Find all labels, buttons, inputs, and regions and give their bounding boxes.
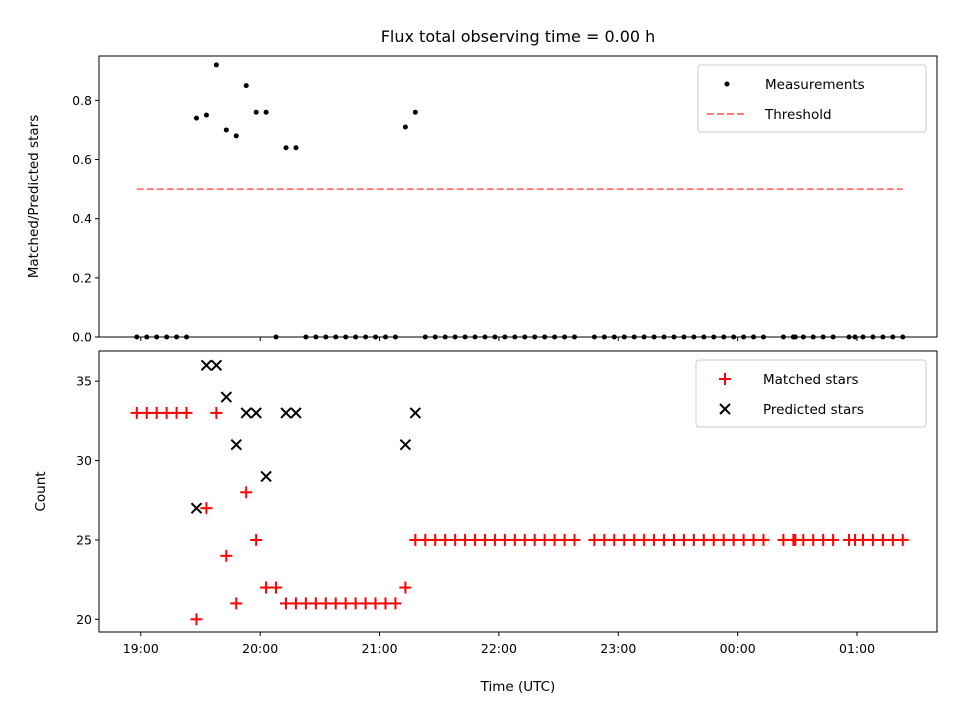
predicted-star-point	[240, 407, 252, 419]
predicted-star-point	[230, 438, 242, 451]
legend-threshold-label: Threshold	[764, 107, 832, 123]
x-tick-label: 19:00	[123, 641, 159, 656]
predicted-star-point	[399, 438, 412, 451]
predicted-star-b	[230, 438, 242, 451]
x-tick-label: 20:00	[242, 641, 278, 656]
legend-counts: Matched stars Predicted stars	[695, 359, 927, 428]
panel-counts-frame	[98, 350, 938, 633]
predicted-star-b	[280, 407, 292, 419]
matched-star-point	[399, 581, 412, 594]
matched-star-point	[190, 613, 203, 626]
predicted-star-b	[240, 407, 252, 419]
predicted-star-b	[190, 502, 203, 514]
measurement-point	[402, 124, 408, 130]
x-axis-label: Time (UTC)	[480, 679, 556, 695]
y-tick-label-counts: 30	[76, 453, 92, 468]
matched-star-point	[210, 406, 223, 419]
predicted-star-point	[260, 470, 272, 483]
matched-star-point	[240, 486, 253, 499]
matched-star-point	[389, 597, 402, 610]
predicted-star-point	[210, 359, 223, 371]
predicted-star-b	[250, 407, 262, 419]
matched-star-point	[568, 533, 581, 546]
x-tick-label: 00:00	[720, 641, 756, 656]
matched-star-point	[896, 533, 909, 546]
measurement-point	[193, 115, 199, 121]
legend-predicted-label: Predicted stars	[763, 402, 864, 418]
matched-star-point	[827, 533, 840, 546]
y-tick-label-ratio: 0.6	[72, 152, 92, 167]
measurement-point	[203, 112, 209, 118]
x-ticks-ratio	[140, 337, 858, 341]
predicted-star-point	[220, 391, 233, 403]
measurement-point	[243, 83, 249, 89]
legend-predicted-marker	[719, 403, 731, 415]
panel-ratio: 0.00.20.40.60.8 Matched/Predicted stars …	[26, 55, 938, 345]
y-axis-label-ratio: Matched/Predicted stars	[26, 115, 42, 278]
y-axis-counts: 20 25 30 35	[76, 374, 99, 627]
x-tick-label: 01:00	[839, 641, 875, 656]
panel-counts: 20 25 30 35 19:00 20:00 21:00 22:00 23:00 00:00 0…	[33, 350, 938, 695]
x-tick-label: 22:00	[481, 641, 517, 656]
x-tick-label: 23:00	[600, 641, 636, 656]
matched-star-point	[270, 581, 283, 594]
predicted-star-b	[260, 470, 272, 483]
predicted-star-point	[190, 502, 203, 514]
legend-ratio: Measurements Threshold	[697, 64, 927, 133]
legend-matched-marker	[719, 373, 731, 385]
y-axis-label-counts: Count	[33, 471, 49, 511]
y-tick-label-ratio: 0.2	[72, 270, 92, 285]
predicted-stars-layer	[190, 359, 422, 514]
predicted-star-b	[220, 391, 233, 403]
measurement-point	[263, 109, 269, 115]
x-tick-label: 21:00	[362, 641, 398, 656]
predicted-star-b	[210, 359, 223, 371]
y-tick-label-counts: 25	[76, 532, 92, 547]
panel-ratio-frame	[98, 55, 938, 338]
measurement-point	[233, 133, 239, 139]
predicted-star-point	[409, 407, 422, 419]
matched-stars-layer	[130, 406, 909, 626]
legend-measurements-marker	[724, 81, 730, 87]
measurement-point	[213, 62, 219, 68]
legend-matched-label: Matched stars	[763, 372, 859, 388]
legend-counts-box	[695, 359, 927, 428]
y-axis-ratio: 0.0 0.2 0.4 0.6 0.8	[72, 93, 99, 345]
predicted-star-point	[290, 407, 302, 419]
x-axis-time: 19:00 20:00 21:00 22:00 23:00 00:00 01:00	[123, 632, 875, 656]
y-tick-label-ratio: 0.4	[72, 211, 92, 226]
predicted-star-b	[200, 359, 213, 371]
measurement-point	[412, 109, 418, 115]
chart-title: Flux total observing time = 0.00 h	[381, 27, 656, 46]
predicted-star-point	[200, 359, 213, 371]
matched-star-point	[250, 533, 263, 546]
legend-ratio-box	[697, 64, 927, 133]
measurement-point	[283, 145, 289, 151]
matched-star-point	[230, 597, 243, 610]
matched-star-point	[757, 533, 770, 546]
measurement-point	[223, 127, 229, 133]
predicted-star-point	[250, 407, 262, 419]
predicted-star-b	[290, 407, 302, 419]
matched-star-point	[220, 549, 233, 562]
matched-star-point	[180, 406, 193, 419]
y-tick-label-ratio: 0.0	[72, 330, 92, 345]
y-tick-label-counts: 20	[76, 612, 92, 627]
predicted-star-b	[409, 407, 422, 419]
predicted-star-b	[399, 438, 412, 451]
measurement-point	[293, 145, 299, 151]
predicted-star-point	[280, 407, 292, 419]
measurement-point	[253, 109, 259, 115]
y-tick-label-counts: 35	[76, 374, 92, 389]
matched-star-point	[200, 502, 213, 515]
legend-measurements-label: Measurements	[765, 77, 865, 93]
y-tick-label-ratio: 0.8	[72, 93, 92, 108]
